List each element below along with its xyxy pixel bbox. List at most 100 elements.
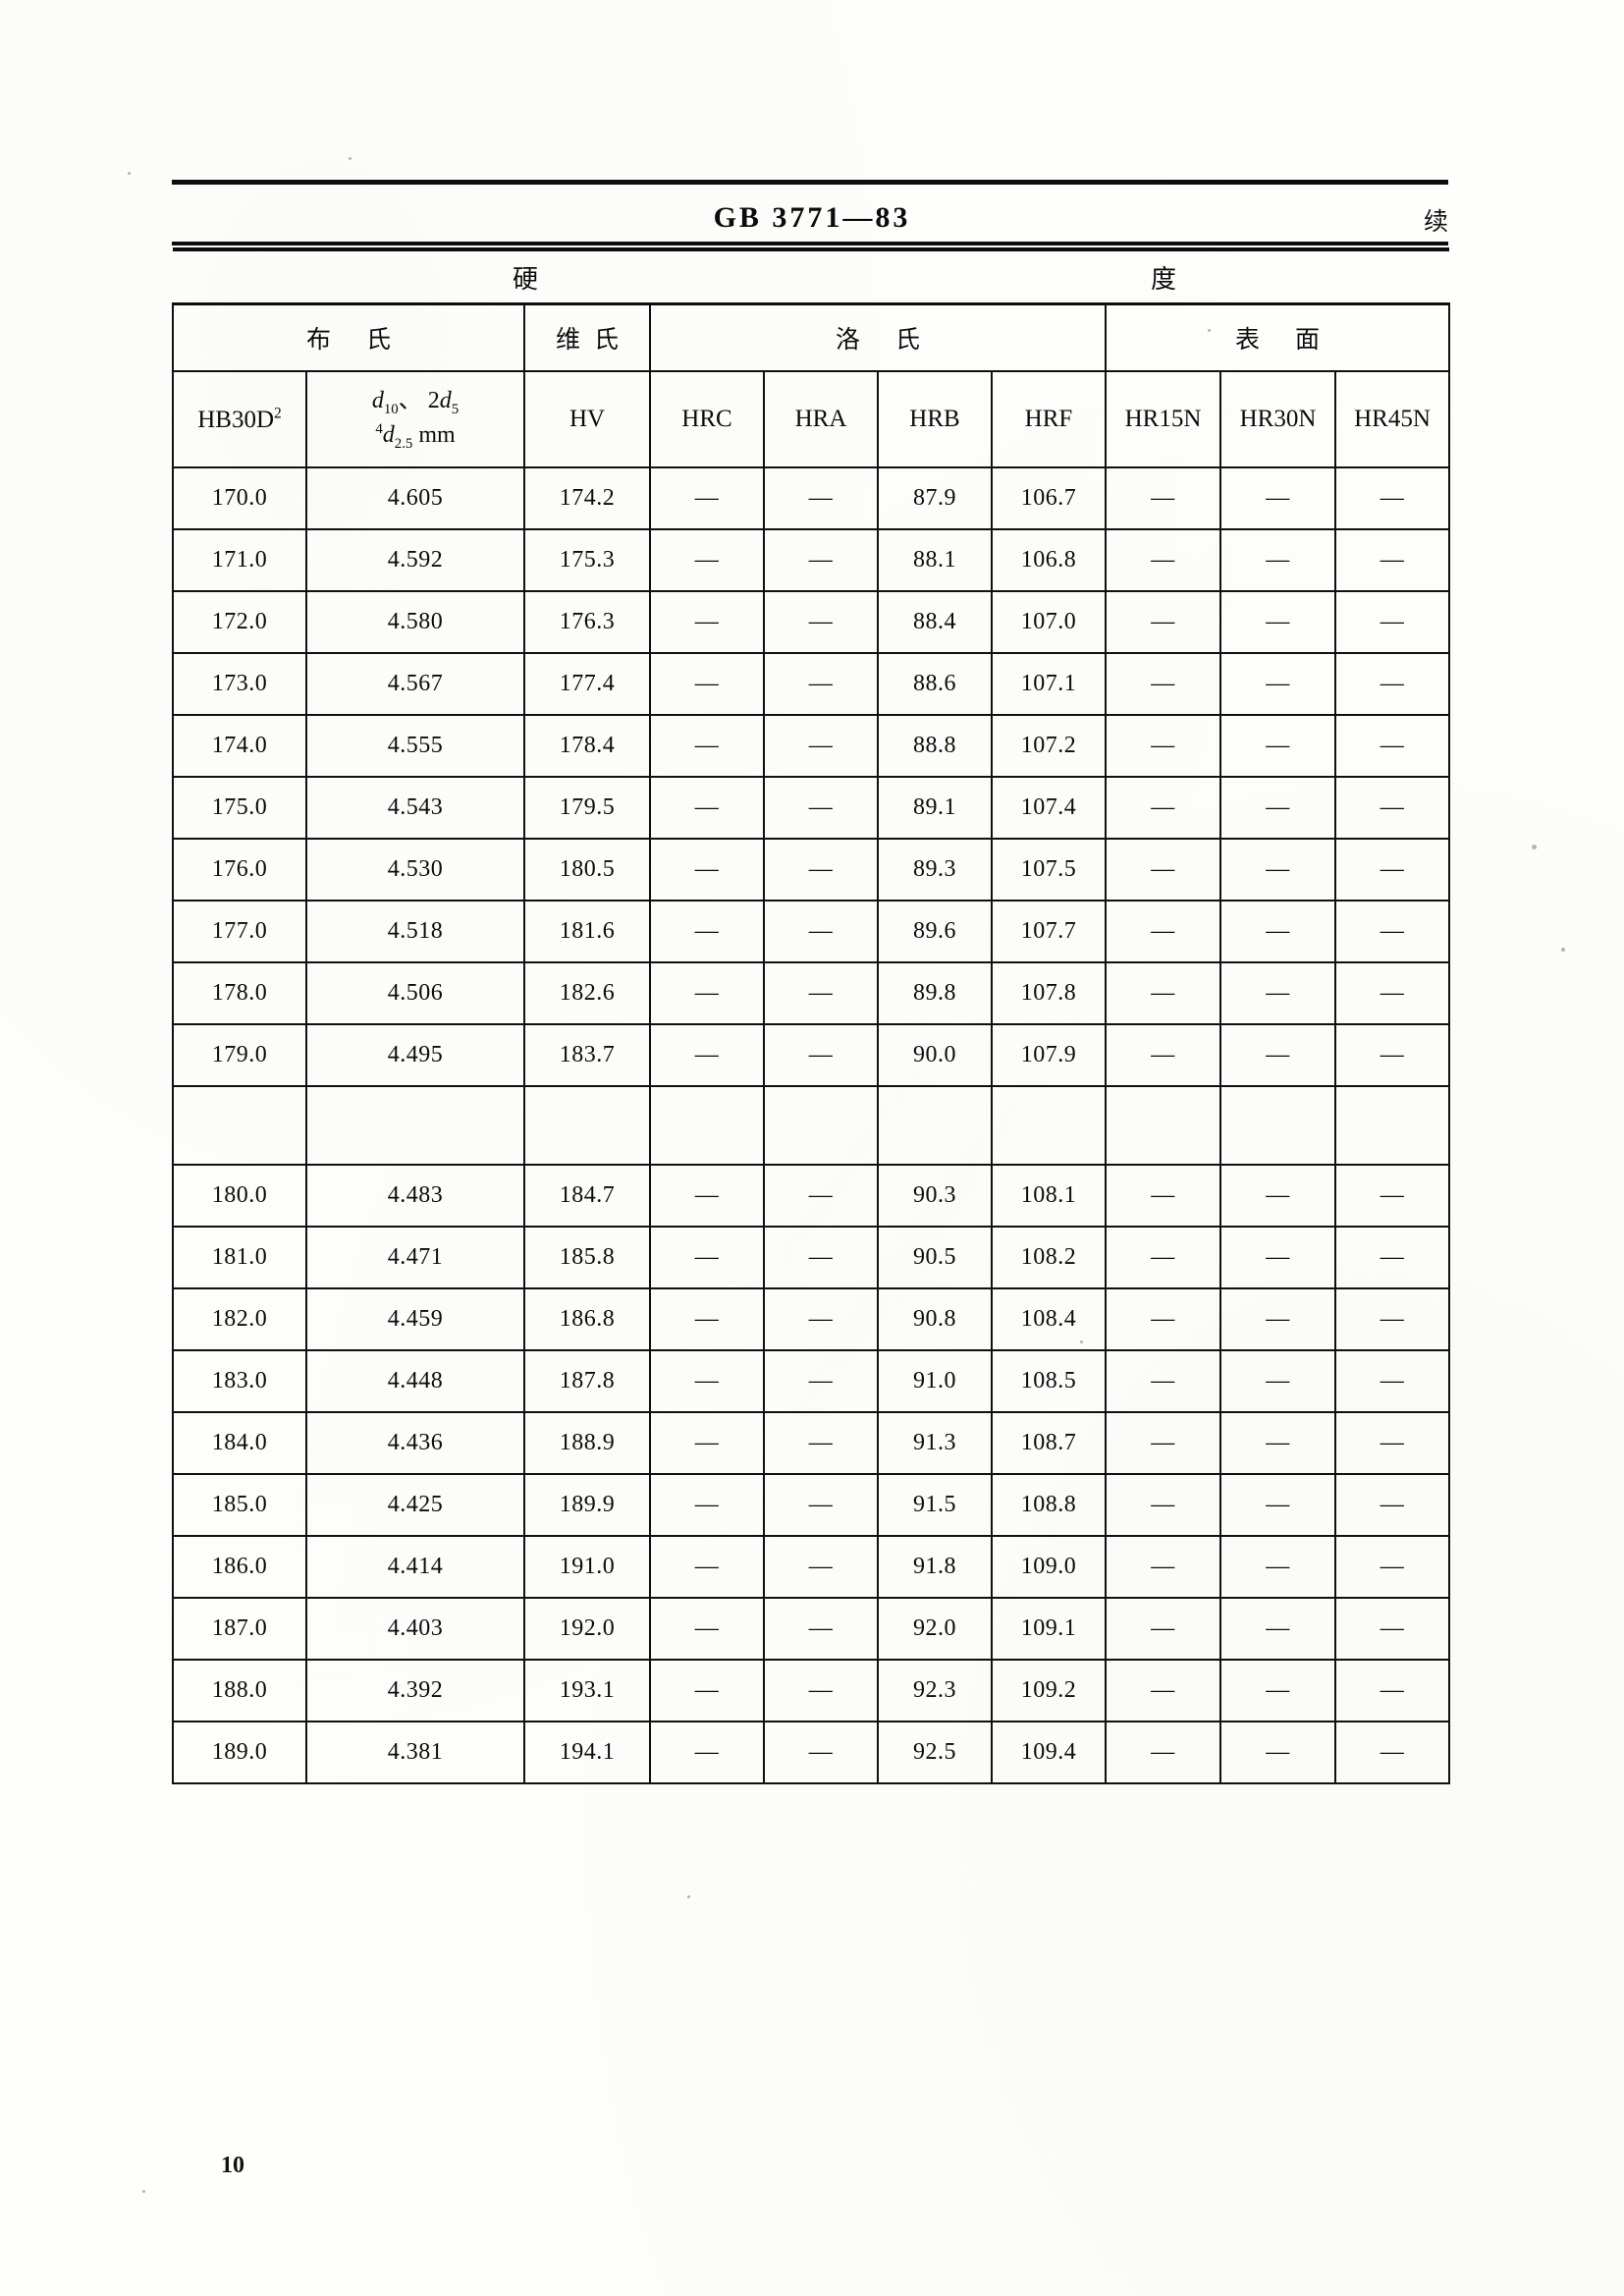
column-header-hrb: HRB bbox=[877, 370, 993, 468]
no-value-dash: — bbox=[1266, 794, 1290, 820]
table-cell-hv: 183.7 bbox=[523, 1023, 651, 1087]
table-cell-hra: — bbox=[763, 590, 879, 654]
no-value-dash: — bbox=[1266, 1492, 1290, 1517]
table-cell-hv: 191.0 bbox=[523, 1535, 651, 1599]
table-cell-hrc: — bbox=[649, 1287, 765, 1351]
no-value-dash: — bbox=[808, 1430, 834, 1455]
column-header-hv: HV bbox=[523, 370, 651, 468]
no-value-dash: — bbox=[1266, 1430, 1290, 1455]
table-cell-hra: — bbox=[763, 961, 879, 1025]
table-cell-hrb: 92.5 bbox=[877, 1721, 993, 1784]
table-spacer-cell bbox=[877, 1085, 993, 1166]
table-row: 175.0 4.543 179.5 — — 89.1 107.4 — — — bbox=[172, 776, 1450, 840]
table-cell-hr15n: — bbox=[1105, 528, 1221, 592]
hardness-conversion-table: 硬 度 布 氏 维氏 洛 氏 表 面 HB30D2 bbox=[172, 247, 1450, 1784]
table-row: 179.0 4.495 183.7 — — 90.0 107.9 — — — bbox=[172, 1023, 1450, 1087]
table-cell-d: 4.448 bbox=[305, 1349, 525, 1413]
no-value-dash: — bbox=[808, 1244, 834, 1270]
table-cell-hb30d2: 176.0 bbox=[172, 838, 307, 902]
table-cell-hb30d2: 182.0 bbox=[172, 1287, 307, 1351]
no-value-dash: — bbox=[1151, 918, 1175, 944]
table-cell-hrf: 106.8 bbox=[991, 528, 1107, 592]
table-cell-hrf: 109.0 bbox=[991, 1535, 1107, 1599]
table-cell-hrc: — bbox=[649, 1473, 765, 1537]
no-value-dash: — bbox=[1151, 1492, 1175, 1517]
table-cell-hrc: — bbox=[649, 1164, 765, 1228]
table-cell-d: 4.381 bbox=[305, 1721, 525, 1784]
table-cell-hr15n: — bbox=[1105, 961, 1221, 1025]
no-value-dash: — bbox=[694, 609, 720, 634]
table-cell-hrc: — bbox=[649, 590, 765, 654]
no-value-dash: — bbox=[1266, 980, 1290, 1006]
table-cell-d: 4.483 bbox=[305, 1164, 525, 1228]
no-value-dash: — bbox=[1380, 547, 1405, 573]
table-cell-d: 4.414 bbox=[305, 1535, 525, 1599]
table-cell-d: 4.506 bbox=[305, 961, 525, 1025]
table-row: 174.0 4.555 178.4 — — 88.8 107.2 — — — bbox=[172, 714, 1450, 778]
group-header-superficial: 表 面 bbox=[1105, 302, 1450, 372]
column-header-hr15n: HR15N bbox=[1105, 370, 1221, 468]
table-cell-hr15n: — bbox=[1105, 1164, 1221, 1228]
table-cell-hv: 193.1 bbox=[523, 1659, 651, 1722]
no-value-dash: — bbox=[694, 794, 720, 820]
table-cell-hrf: 108.8 bbox=[991, 1473, 1107, 1537]
table-spacer-cell bbox=[1219, 1085, 1336, 1166]
table-cell-hv: 179.5 bbox=[523, 776, 651, 840]
table-spacer-cell bbox=[523, 1085, 651, 1166]
no-value-dash: — bbox=[1380, 1042, 1405, 1067]
table-cell-hrf: 108.4 bbox=[991, 1287, 1107, 1351]
no-value-dash: — bbox=[694, 1492, 720, 1517]
table-cell-hrf: 108.7 bbox=[991, 1411, 1107, 1475]
standard-code-title: GB 3771—83 bbox=[713, 201, 911, 234]
no-value-dash: — bbox=[1151, 980, 1175, 1006]
table-cell-hr15n: — bbox=[1105, 1023, 1221, 1087]
column-group-row: 布 氏 维氏 洛 氏 表 面 bbox=[172, 302, 1450, 372]
column-header-hr30n: HR30N bbox=[1219, 370, 1336, 468]
table-cell-hr30n: — bbox=[1219, 1226, 1336, 1289]
table-cell-hv: 194.1 bbox=[523, 1721, 651, 1784]
no-value-dash: — bbox=[1151, 733, 1175, 758]
no-value-dash: — bbox=[1380, 1182, 1405, 1208]
column-header-row: HB30D2 d10、 2d5 4d2.5 mm HV HRC HRA HRB … bbox=[172, 370, 1450, 468]
header-rule-second bbox=[172, 242, 1448, 246]
no-value-dash: — bbox=[1266, 1677, 1290, 1703]
table-cell-hr30n: — bbox=[1219, 838, 1336, 902]
table-cell-hr45n: — bbox=[1334, 1597, 1450, 1661]
no-value-dash: — bbox=[694, 1306, 720, 1332]
no-value-dash: — bbox=[1380, 1492, 1405, 1517]
no-value-dash: — bbox=[1151, 547, 1175, 573]
no-value-dash: — bbox=[1380, 918, 1405, 944]
table-cell-hb30d2: 171.0 bbox=[172, 528, 307, 592]
table-cell-hv: 178.4 bbox=[523, 714, 651, 778]
no-value-dash: — bbox=[694, 1739, 720, 1765]
table-cell-hr30n: — bbox=[1219, 590, 1336, 654]
table-cell-hb30d2: 188.0 bbox=[172, 1659, 307, 1722]
table-cell-d: 4.459 bbox=[305, 1287, 525, 1351]
no-value-dash: — bbox=[808, 547, 834, 573]
table-row: 170.0 4.605 174.2 — — 87.9 106.7 — — — bbox=[172, 466, 1450, 530]
table-row: 173.0 4.567 177.4 — — 88.6 107.1 — — — bbox=[172, 652, 1450, 716]
table-cell-hr15n: — bbox=[1105, 1597, 1221, 1661]
table-cell-hrb: 88.1 bbox=[877, 528, 993, 592]
no-value-dash: — bbox=[808, 1615, 834, 1641]
no-value-dash: — bbox=[694, 1554, 720, 1579]
hardness-conversion-table-wrapper: 硬 度 布 氏 维氏 洛 氏 表 面 HB30D2 bbox=[172, 247, 1450, 1784]
table-cell-hv: 177.4 bbox=[523, 652, 651, 716]
no-value-dash: — bbox=[694, 1042, 720, 1067]
table-cell-hrb: 89.3 bbox=[877, 838, 993, 902]
table-cell-hrc: — bbox=[649, 1597, 765, 1661]
table-title-hardness-right: 度 bbox=[878, 247, 1449, 305]
table-spacer-cell bbox=[1334, 1085, 1450, 1166]
column-header-hb30d2-text: HB30D2 bbox=[197, 405, 282, 433]
table-cell-hv: 175.3 bbox=[523, 528, 651, 592]
scan-speck bbox=[349, 157, 352, 160]
table-cell-hrf: 106.7 bbox=[991, 466, 1107, 530]
no-value-dash: — bbox=[1380, 1677, 1405, 1703]
no-value-dash: — bbox=[808, 918, 834, 944]
table-cell-d: 4.605 bbox=[305, 466, 525, 530]
column-header-indent-diameter-text: d10、 2d5 4d2.5 mm bbox=[371, 386, 460, 452]
table-cell-hrf: 109.2 bbox=[991, 1659, 1107, 1722]
table-cell-hr15n: — bbox=[1105, 1473, 1221, 1537]
table-cell-hr45n: — bbox=[1334, 961, 1450, 1025]
table-cell-d: 4.567 bbox=[305, 652, 525, 716]
